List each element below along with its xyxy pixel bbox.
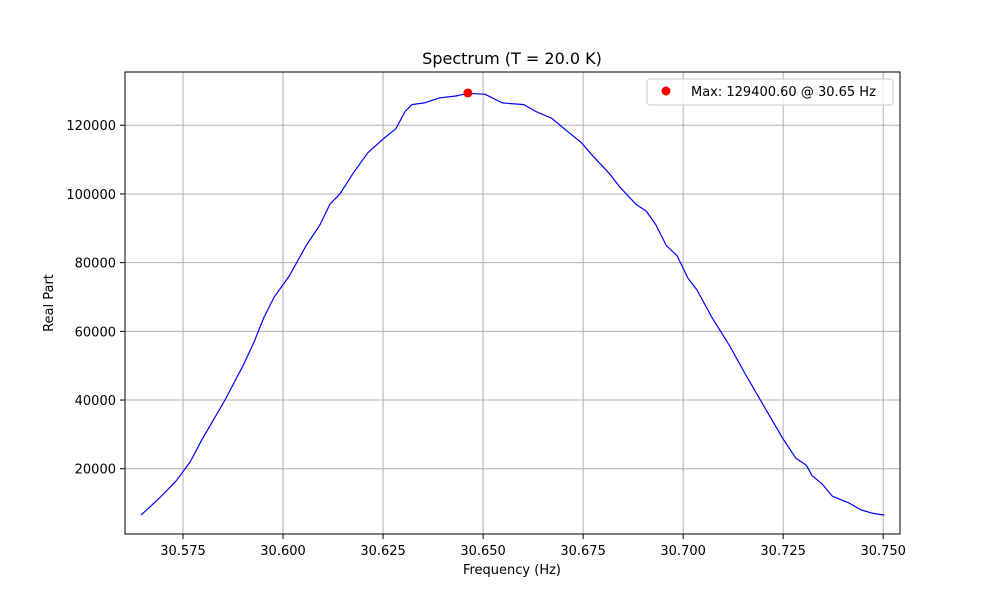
x-tick-label: 30.650 <box>460 544 506 559</box>
x-axis-label: Frequency (Hz) <box>463 563 561 578</box>
y-tick-label: 40000 <box>75 394 116 409</box>
y-tick-label: 60000 <box>75 325 116 340</box>
legend-box <box>646 78 894 106</box>
chart-title: Spectrum (T = 20.0 K) <box>422 49 602 68</box>
grid <box>125 72 900 534</box>
y-tick-label: 80000 <box>75 257 116 272</box>
x-tick-label: 30.575 <box>160 544 206 559</box>
spectrum-line <box>140 92 885 516</box>
plot-frame <box>124 71 901 535</box>
x-tick-label: 30.625 <box>360 544 406 559</box>
axis-ticks: 30.575 30.600 30.625 30.650 30.675 30.700 30.7… <box>66 119 906 559</box>
y-tick-label: 120000 <box>66 119 116 134</box>
plot-series <box>140 88 885 516</box>
x-tick-label: 30.675 <box>560 544 606 559</box>
max-point-marker <box>463 88 473 98</box>
legend-marker <box>661 86 671 96</box>
x-tick-label: 30.600 <box>260 544 306 559</box>
x-tick-label: 30.750 <box>860 544 906 559</box>
y-tick-label: 100000 <box>66 188 116 203</box>
y-axis-label: Real Part <box>42 274 57 332</box>
x-tick-label: 30.725 <box>760 544 806 559</box>
legend: Max: 129400.60 @ 30.65 Hz <box>646 78 894 106</box>
x-tick-label: 30.700 <box>660 544 706 559</box>
y-tick-label: 20000 <box>75 463 116 478</box>
legend-label: Max: 129400.60 @ 30.65 Hz <box>691 85 876 100</box>
